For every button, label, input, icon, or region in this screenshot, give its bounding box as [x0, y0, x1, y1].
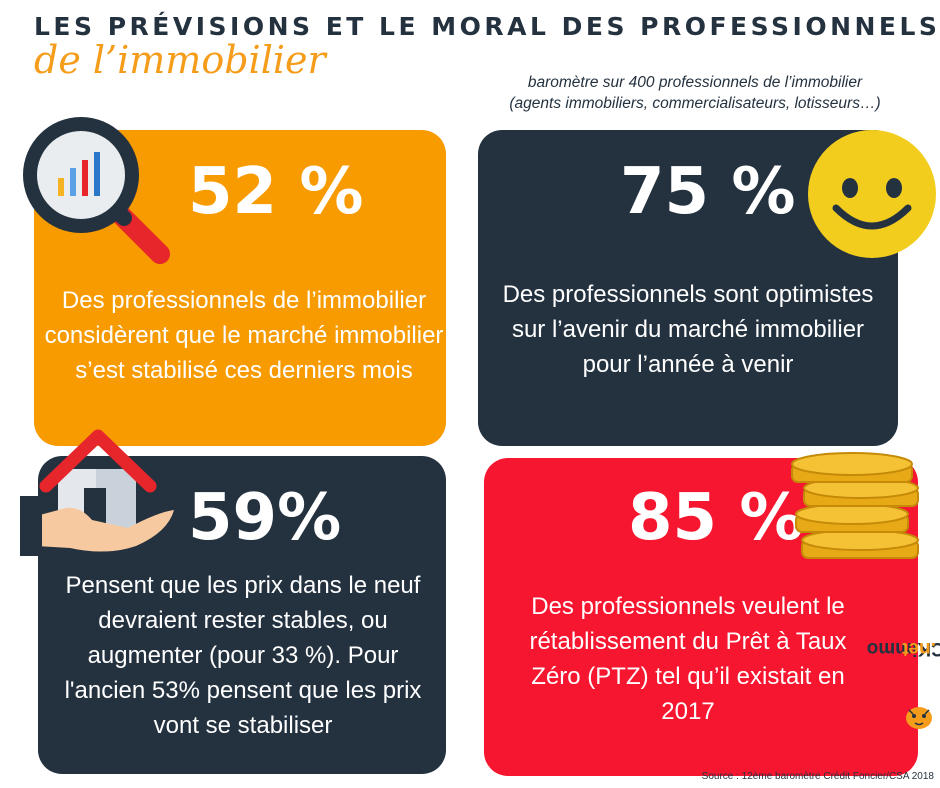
source-note: Source : 12ème baromètre Crédit Foncier/…: [701, 771, 934, 782]
stat-value-59: 59%: [188, 481, 342, 555]
stat-text-ptz: Des professionnels veulent le rétablisse…: [529, 593, 847, 725]
stat-text-stabilise: Des professionnels de l’immobilier consi…: [44, 287, 444, 384]
stat-value-85: 85 %: [628, 481, 804, 555]
stat-value-52: 52 %: [188, 155, 364, 229]
barometer-line-2: (agents immobiliers, commercialisateurs,…: [509, 95, 881, 112]
stat-text-prix: Pensent que les prix dans le neuf devrai…: [64, 572, 422, 739]
tiger-mascot-icon: [906, 707, 932, 729]
coins-icon: [791, 452, 919, 559]
page-subtitle: de l’immobilier: [34, 38, 326, 82]
smiley-icon: [808, 130, 936, 258]
brand-logo: LOCKimmo.net: [867, 585, 940, 710]
barometer-line-1: baromètre sur 400 professionnels de l’im…: [527, 74, 863, 91]
house-hand-icon: [20, 429, 174, 556]
page-title: LES PRÉVISIONS ET LE MORAL DES PROFESSIO…: [34, 12, 940, 41]
barometer-note: baromètre sur 400 professionnels de l’im…: [480, 72, 910, 114]
magnifier-chart-icon: [23, 117, 170, 264]
stat-text-optimistes: Des professionnels sont optimistes sur l…: [502, 281, 874, 378]
brand-tld: .net: [902, 637, 936, 659]
stat-value-75: 75 %: [620, 155, 796, 229]
